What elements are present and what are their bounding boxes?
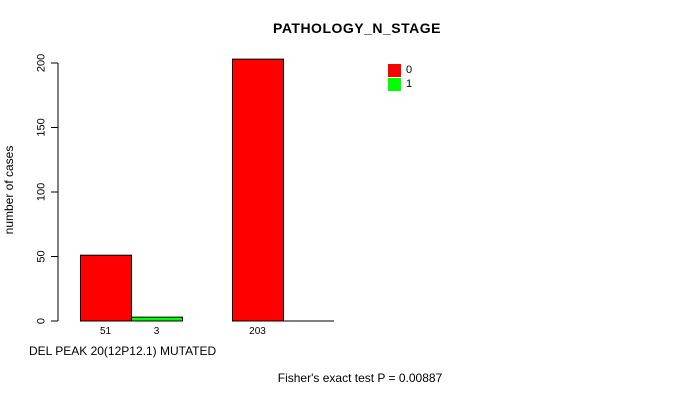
legend-swatch xyxy=(388,78,401,91)
y-tick-label: 150 xyxy=(36,118,48,136)
legend-entry: 0 xyxy=(388,64,412,77)
y-tick-label: 100 xyxy=(36,183,48,201)
bar-value-label: 3 xyxy=(154,326,160,337)
y-tick-label: 200 xyxy=(36,54,48,72)
bar xyxy=(80,254,132,322)
legend-label: 0 xyxy=(406,64,413,76)
legend-label: 1 xyxy=(406,78,413,90)
x-axis-label: DEL PEAK 20(12P12.1) MUTATED xyxy=(29,344,217,358)
legend-swatch xyxy=(388,64,401,77)
bar xyxy=(232,58,284,322)
bar-value-label: 203 xyxy=(249,326,266,337)
y-tick-label: 0 xyxy=(36,318,48,324)
y-axis-label: number of cases xyxy=(2,145,16,235)
y-tick-label: 50 xyxy=(36,250,48,262)
bar xyxy=(131,316,183,322)
legend-entry: 1 xyxy=(388,78,412,91)
bar-value-label: 51 xyxy=(100,326,112,337)
chart-title: PATHOLOGY_N_STAGE xyxy=(273,20,441,36)
fisher-test-annotation: Fisher's exact test P = 0.00887 xyxy=(277,371,443,385)
